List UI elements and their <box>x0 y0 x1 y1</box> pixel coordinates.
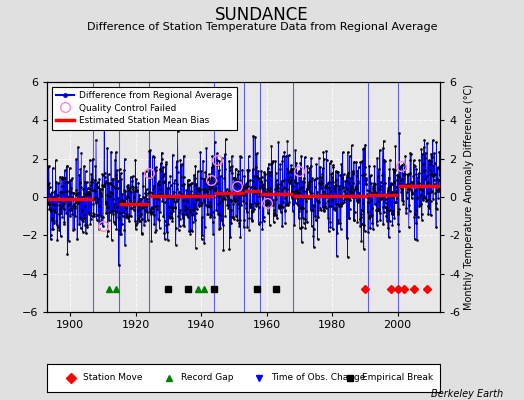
Text: SUNDANCE: SUNDANCE <box>215 6 309 24</box>
Text: Station Move: Station Move <box>83 374 142 382</box>
Text: Empirical Break: Empirical Break <box>362 374 433 382</box>
Legend: Difference from Regional Average, Quality Control Failed, Estimated Station Mean: Difference from Regional Average, Qualit… <box>52 86 236 130</box>
Text: Record Gap: Record Gap <box>181 374 233 382</box>
Text: Time of Obs. Change: Time of Obs. Change <box>271 374 366 382</box>
Y-axis label: Monthly Temperature Anomaly Difference (°C): Monthly Temperature Anomaly Difference (… <box>464 84 474 310</box>
Text: Difference of Station Temperature Data from Regional Average: Difference of Station Temperature Data f… <box>87 22 437 32</box>
Text: Berkeley Earth: Berkeley Earth <box>431 389 503 399</box>
